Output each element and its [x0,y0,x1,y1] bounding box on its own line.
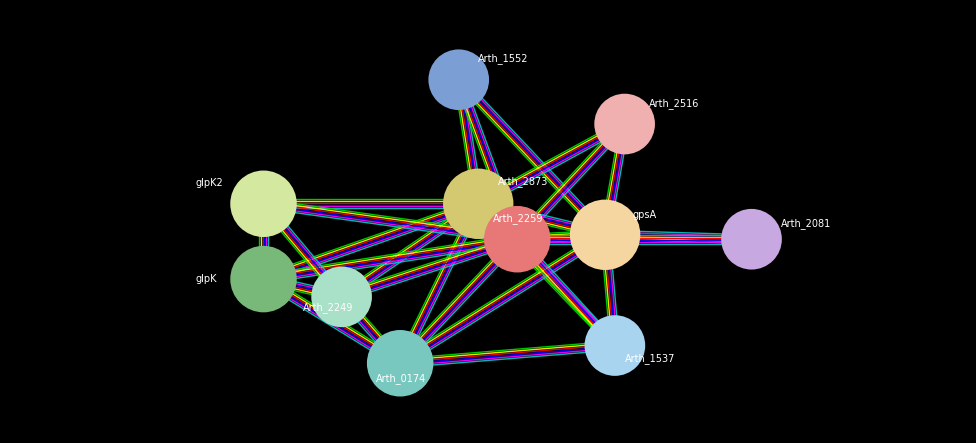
Ellipse shape [368,331,432,396]
Ellipse shape [571,201,639,269]
Text: glpK: glpK [195,273,217,284]
Text: Arth_2259: Arth_2259 [493,213,544,224]
Ellipse shape [586,316,644,375]
Ellipse shape [429,51,488,109]
Ellipse shape [231,247,296,311]
Ellipse shape [485,207,549,272]
Text: Arth_1552: Arth_1552 [478,53,529,64]
Ellipse shape [595,95,654,153]
Text: Arth_2249: Arth_2249 [303,302,353,313]
Text: Arth_1537: Arth_1537 [625,353,675,364]
Text: Arth_2873: Arth_2873 [498,176,549,187]
Ellipse shape [312,268,371,326]
Ellipse shape [444,170,512,238]
Text: glpK2: glpK2 [195,178,223,188]
Text: gpsA: gpsA [632,210,657,220]
Ellipse shape [722,210,781,268]
Text: Arth_0174: Arth_0174 [376,373,426,384]
Text: Arth_2516: Arth_2516 [649,97,700,109]
Text: Arth_2081: Arth_2081 [781,218,831,229]
Ellipse shape [231,171,296,236]
